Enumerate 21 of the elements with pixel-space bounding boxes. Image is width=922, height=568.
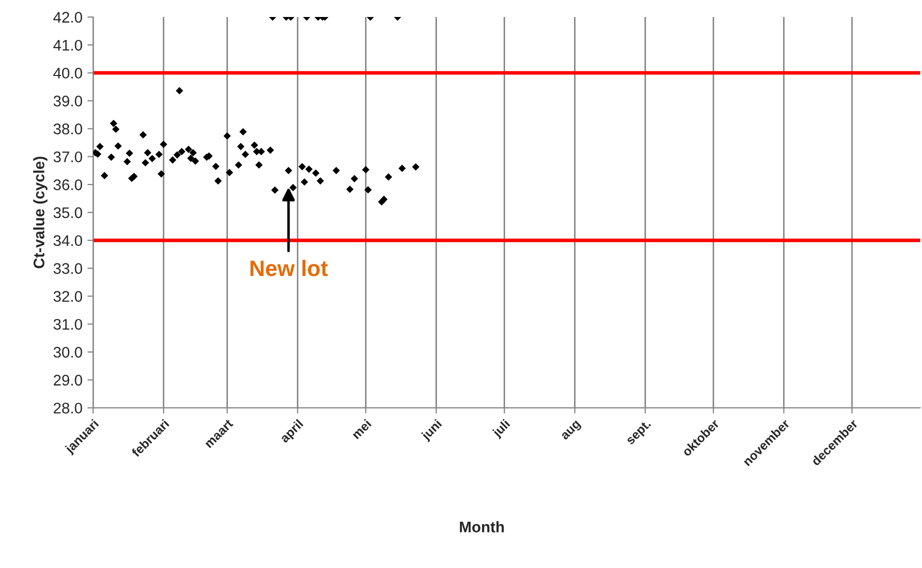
y-tick-label: 35.0 [54, 207, 82, 218]
y-tick-label: 38.0 [54, 124, 82, 134]
y-tick-label: 41.0 [53, 40, 82, 51]
y-tick-label: 37.0 [54, 151, 82, 162]
y-tick-label: 28.0 [54, 402, 82, 414]
y-tick-label: 31.0 [54, 318, 82, 330]
y-tick-label: 32.0 [54, 291, 82, 302]
y-tick-label: 29.0 [54, 374, 82, 386]
x-tick-label: mei [351, 418, 372, 440]
y-tick-label: 34.0 [54, 235, 82, 246]
y-axis-title: Ct-value (cycle) [33, 156, 48, 268]
x-axis-title: Month [460, 521, 504, 532]
x-tick-label: aug [560, 420, 582, 442]
y-tick-label: 33.0 [54, 263, 82, 274]
annotation: New lot [250, 260, 328, 276]
y-tick-label: 30.0 [54, 346, 82, 358]
y-tick-label: 42.0 [53, 12, 82, 23]
y-tick-label: 36.0 [54, 179, 82, 190]
x-tick-label: juli [491, 418, 512, 440]
y-tick-label: 39.0 [54, 96, 82, 106]
y-tick-label: 40.0 [53, 68, 82, 79]
